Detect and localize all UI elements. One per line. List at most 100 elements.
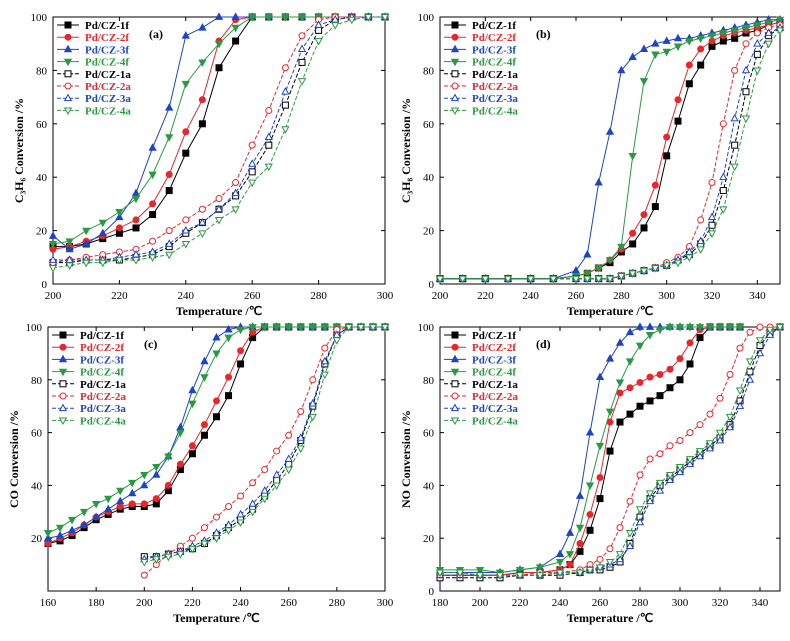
legend-marker bbox=[58, 417, 68, 426]
data-point bbox=[188, 534, 196, 542]
data-point bbox=[626, 497, 634, 505]
data-point bbox=[656, 392, 664, 400]
data-point bbox=[756, 323, 764, 331]
data-point bbox=[104, 504, 113, 513]
series-line bbox=[143, 326, 385, 576]
data-point bbox=[65, 255, 74, 263]
data-point bbox=[715, 429, 725, 438]
data-point bbox=[149, 211, 157, 219]
data-point bbox=[662, 36, 671, 44]
x-axis-label: Temperature /℃ bbox=[567, 611, 653, 625]
y-axis-label: NO Conversion /% bbox=[399, 410, 413, 508]
data-point bbox=[708, 179, 716, 187]
legend-marker bbox=[450, 107, 460, 116]
data-point bbox=[775, 324, 785, 332]
data-point bbox=[695, 448, 705, 456]
data-point bbox=[535, 564, 545, 572]
data-point bbox=[231, 188, 240, 197]
data-point bbox=[265, 141, 273, 149]
data-point bbox=[308, 413, 317, 422]
data-point bbox=[236, 326, 245, 335]
data-point bbox=[67, 525, 77, 534]
data-point bbox=[755, 348, 765, 357]
series-line bbox=[144, 326, 385, 560]
data-point bbox=[273, 447, 281, 455]
data-point bbox=[297, 407, 305, 415]
data-point bbox=[615, 551, 625, 559]
data-point bbox=[617, 273, 626, 281]
data-point bbox=[91, 512, 101, 520]
x-tick-label: 200 bbox=[136, 597, 153, 609]
data-point bbox=[575, 524, 585, 533]
data-point bbox=[380, 324, 390, 332]
legend-entry: Pd/CZ-1f bbox=[80, 330, 124, 342]
y-tick-label: 60 bbox=[423, 119, 435, 131]
data-point bbox=[43, 530, 53, 538]
data-point bbox=[719, 172, 728, 181]
data-point bbox=[44, 539, 52, 547]
x-tick-label: 220 bbox=[477, 290, 494, 302]
data-point bbox=[164, 453, 173, 461]
legend-marker bbox=[63, 44, 73, 53]
legend: Pd/CZ-1fPd/CZ-2fPd/CZ-3fPd/CZ-4fPd/CZ-1a… bbox=[57, 20, 131, 117]
x-tick-label: 260 bbox=[592, 597, 609, 609]
data-point bbox=[260, 486, 269, 494]
legend-entry: Pd/CZ-1a bbox=[472, 379, 518, 391]
series-line bbox=[144, 326, 385, 563]
data-point bbox=[261, 466, 269, 474]
legend-marker bbox=[59, 343, 67, 351]
data-point bbox=[596, 473, 604, 481]
data-point bbox=[284, 454, 293, 462]
data-point bbox=[481, 275, 490, 284]
data-point bbox=[248, 14, 257, 22]
data-point bbox=[79, 520, 89, 528]
x-tick-label: 200 bbox=[472, 597, 489, 609]
data-point bbox=[705, 443, 715, 452]
x-tick-label: 220 bbox=[184, 597, 201, 609]
legend-entry: Pd/CZ-4a bbox=[85, 105, 131, 117]
y-tick-label: 0 bbox=[429, 279, 435, 291]
data-point bbox=[182, 128, 190, 136]
data-point bbox=[639, 78, 649, 86]
data-point bbox=[725, 413, 735, 422]
legend-entry: Pd/CZ-2a bbox=[85, 81, 131, 93]
data-point bbox=[625, 530, 635, 538]
data-point bbox=[586, 510, 594, 518]
data-point bbox=[764, 19, 773, 27]
data-point bbox=[495, 572, 505, 580]
x-tick-label: 340 bbox=[752, 597, 769, 609]
data-point bbox=[697, 216, 705, 224]
data-point bbox=[272, 470, 281, 478]
legend-marker bbox=[64, 33, 72, 41]
data-point bbox=[212, 350, 221, 359]
data-point bbox=[284, 324, 293, 332]
x-tick-label: 260 bbox=[280, 597, 297, 609]
data-point bbox=[595, 372, 605, 381]
data-point bbox=[576, 539, 584, 547]
data-point bbox=[665, 324, 675, 332]
data-point bbox=[281, 14, 290, 22]
data-point bbox=[575, 491, 585, 499]
data-point bbox=[198, 59, 207, 68]
data-point bbox=[663, 152, 671, 160]
data-point bbox=[225, 392, 233, 400]
chart-panel-1: 200 220 240 260 280 300 0 20 40 60 80 100 Temperatur… bbox=[12, 12, 394, 318]
legend-marker bbox=[64, 70, 72, 78]
data-point bbox=[214, 12, 224, 20]
legend-marker bbox=[450, 417, 460, 426]
data-point bbox=[296, 324, 305, 332]
x-tick-label: 300 bbox=[658, 290, 675, 302]
data-point bbox=[214, 40, 224, 49]
legend-entry: Pd/CZ-4f bbox=[85, 57, 129, 69]
data-point bbox=[617, 65, 626, 74]
y-tick-label: 100 bbox=[31, 12, 48, 24]
data-point bbox=[198, 96, 206, 104]
data-point bbox=[198, 23, 207, 31]
data-point bbox=[515, 566, 525, 575]
data-point bbox=[176, 460, 184, 468]
data-point bbox=[176, 429, 185, 438]
x-axis-label: Temperature /℃ bbox=[176, 304, 262, 318]
data-point bbox=[775, 27, 785, 35]
data-point bbox=[615, 338, 625, 346]
data-point bbox=[628, 270, 637, 278]
